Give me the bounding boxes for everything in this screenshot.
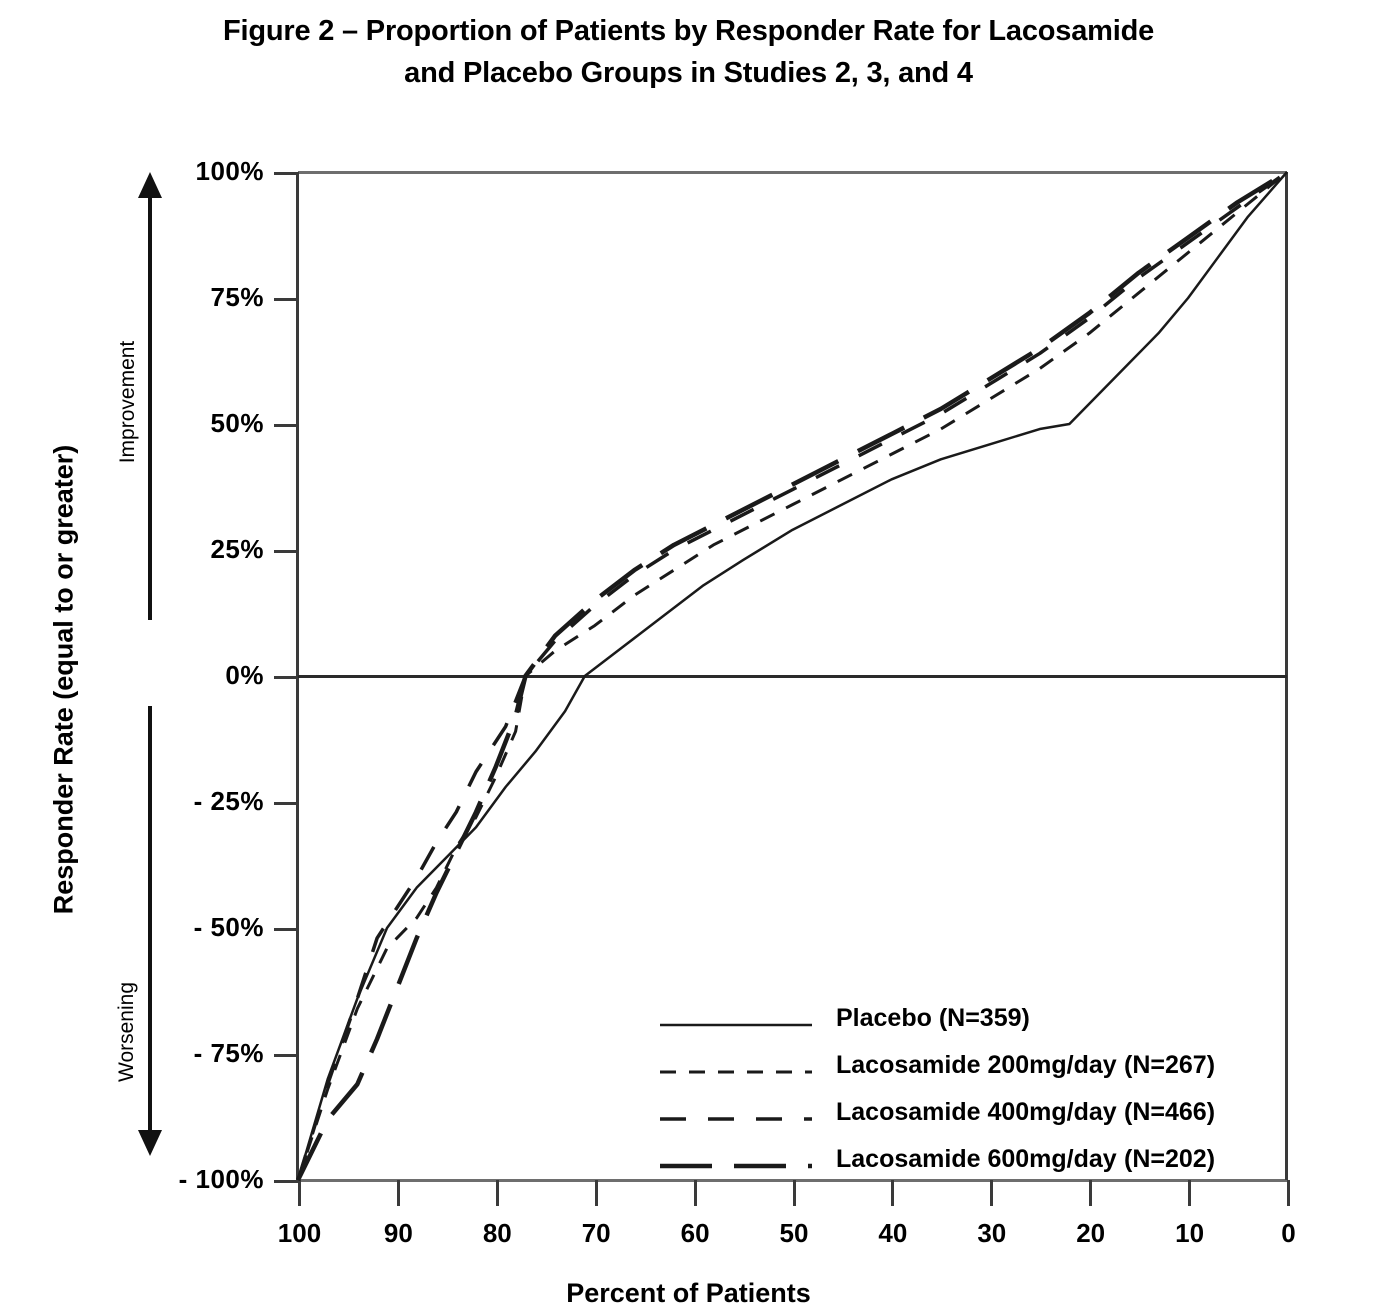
series-line-lacosamide-400mg-day — [296, 170, 1289, 1181]
y-tick-label: 100% — [195, 156, 264, 186]
legend-label: Lacosamide 600mg/day (N=202) — [836, 1145, 1215, 1174]
y-tick-label: 25% — [210, 534, 264, 564]
figure-title-line1: Figure 2 – Proportion of Patients by Res… — [222, 15, 1155, 47]
legend-item[interactable]: Lacosamide 600mg/day (N=202) — [660, 1136, 1260, 1183]
y-tick: - 25% — [194, 786, 298, 816]
y-tick: - 100% — [179, 1164, 298, 1194]
improvement-arrow — [138, 172, 162, 620]
x-tick: 60 — [681, 1180, 710, 1248]
legend-series-name: Lacosamide 200mg/day — [836, 1051, 1117, 1079]
x-tick: 50 — [780, 1180, 808, 1248]
x-tick-label: 0 — [1281, 1218, 1296, 1248]
x-tick: 10 — [1175, 1180, 1204, 1248]
plot-area: 100% 75% 50% 25% 0% - 25% - 50% - 75% - 100% 100… — [179, 156, 1296, 1248]
y-tick: 25% — [210, 534, 298, 564]
legend-series-n: (N=202) — [1124, 1145, 1216, 1173]
x-tick-label: 60 — [680, 1218, 710, 1248]
y-tick-label: - 50% — [193, 912, 264, 942]
y-tick: 0% — [225, 660, 298, 690]
figure-title: Figure 2 – Proportion of Patients by Res… — [0, 10, 1377, 94]
legend-series-name: Placebo (N=359) — [836, 1004, 1030, 1032]
legend-series-name: Lacosamide 400mg/day — [836, 1098, 1117, 1126]
y-axis-title: Responder Rate (equal to or greater) — [48, 444, 79, 915]
x-tick-label: 80 — [482, 1218, 512, 1248]
legend-item[interactable]: Placebo (N=359) — [660, 995, 1260, 1042]
x-tick-label: 30 — [977, 1218, 1007, 1248]
y-tick: - 50% — [194, 912, 298, 942]
x-tick-label: 20 — [1076, 1218, 1106, 1248]
y-tick-label: - 75% — [193, 1038, 264, 1068]
x-tick-label: 40 — [878, 1218, 908, 1248]
worsening-label: Worsening — [115, 982, 138, 1082]
legend-series-n: (N=466) — [1124, 1098, 1216, 1126]
x-tick: 0 — [1281, 1180, 1296, 1248]
series-curves — [295, 170, 1289, 1181]
legend-line-sample — [660, 1016, 812, 1026]
legend-item[interactable]: Lacosamide 400mg/day (N=466) — [660, 1089, 1260, 1136]
x-tick: 70 — [582, 1180, 611, 1248]
x-tick-label: 100 — [277, 1218, 322, 1248]
figure-title-line2: and Placebo Groups in Studies 2, 3, and … — [404, 57, 973, 89]
legend-label: Lacosamide 400mg/day (N=466) — [836, 1098, 1215, 1127]
y-tick-label: 0% — [225, 660, 264, 690]
legend-item[interactable]: Lacosamide 200mg/day (N=267) — [660, 1042, 1260, 1089]
x-tick-label: 50 — [779, 1218, 809, 1248]
y-tick-label: - 100% — [178, 1164, 264, 1194]
y-tick-label: 75% — [210, 282, 264, 312]
arrow-down-head — [138, 1130, 162, 1156]
legend-series-name: Lacosamide 600mg/day — [836, 1145, 1117, 1173]
x-tick: 20 — [1076, 1180, 1105, 1248]
x-tick: 100 — [278, 1180, 321, 1248]
x-tick-label: 10 — [1175, 1218, 1205, 1248]
improvement-label: Improvement — [116, 340, 139, 464]
legend-series-n: (N=267) — [1124, 1051, 1216, 1079]
arrow-up-shaft — [148, 190, 152, 620]
legend: Placebo (N=359) Lacosamide 200mg/day (N=26… — [660, 995, 1260, 1183]
legend-line-sample — [660, 1063, 812, 1073]
y-tick-label: - 25% — [193, 786, 264, 816]
zero-reference-line — [298, 675, 1287, 678]
arrow-down-shaft — [148, 706, 152, 1132]
x-tick: 90 — [384, 1180, 413, 1248]
x-axis-title: Percent of Patients — [566, 1278, 811, 1308]
x-tick: 40 — [878, 1180, 907, 1248]
series-line-lacosamide-200mg-day — [296, 170, 1288, 1181]
y-tick: 75% — [210, 282, 298, 312]
y-tick-label: 50% — [210, 408, 264, 438]
x-tick: 30 — [977, 1180, 1006, 1248]
x-tick: 80 — [483, 1180, 512, 1248]
y-tick: 50% — [210, 408, 298, 438]
x-tick-label: 90 — [383, 1218, 413, 1248]
x-tick-label: 70 — [581, 1218, 611, 1248]
legend-label: Lacosamide 200mg/day (N=267) — [836, 1051, 1215, 1080]
legend-line-sample — [660, 1110, 812, 1121]
legend-label: Placebo (N=359) — [836, 1004, 1124, 1033]
y-tick: 100% — [196, 156, 298, 186]
plot-frame-top — [298, 171, 1287, 174]
series-line-lacosamide-600mg-day — [295, 170, 1289, 1181]
legend-line-sample — [660, 1157, 812, 1168]
worsening-arrow — [138, 706, 162, 1156]
y-tick: - 75% — [194, 1038, 298, 1068]
series-line-placebo — [296, 171, 1288, 1181]
